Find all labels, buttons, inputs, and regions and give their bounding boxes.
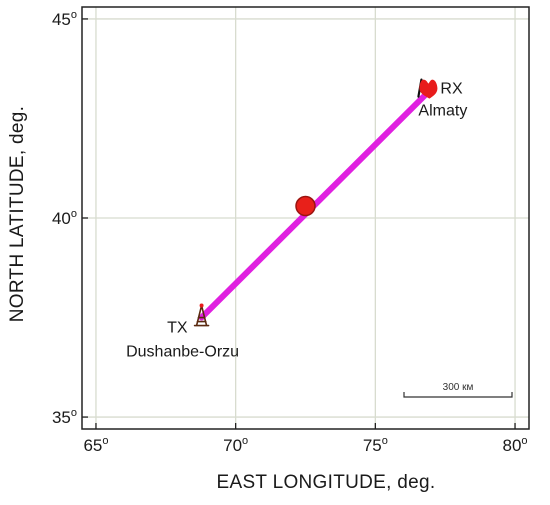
- x-axis-title: EAST LONGITUDE, deg.: [217, 472, 436, 493]
- scale-bar: 300 км: [403, 382, 513, 398]
- rx-station-name: Almaty: [418, 103, 467, 120]
- y-axis-title: NORTH LATITUDE, deg.: [7, 106, 28, 322]
- x-tick-label: 75o: [363, 435, 388, 455]
- x-tick-label: 70o: [223, 435, 248, 455]
- x-tick-label: 80o: [503, 435, 528, 455]
- axis-ticks: 65o 70o 75o 80o 35o 40o 45o: [52, 9, 528, 455]
- y-tick-label: 35o: [52, 407, 77, 427]
- tx-label: TX: [167, 320, 188, 337]
- path-midpoint-marker: [295, 195, 316, 217]
- antenna-tower-icon: [193, 303, 210, 327]
- y-tick-label: 45o: [52, 9, 77, 29]
- x-tick-label: 65o: [83, 435, 108, 455]
- rx-label: RX: [440, 81, 463, 98]
- y-tick-label: 40o: [52, 208, 77, 228]
- map-pin-icon: [417, 78, 438, 99]
- scale-bar-label: 300 км: [443, 382, 474, 393]
- tx-station-name: Dushanbe-Orzu: [126, 344, 239, 361]
